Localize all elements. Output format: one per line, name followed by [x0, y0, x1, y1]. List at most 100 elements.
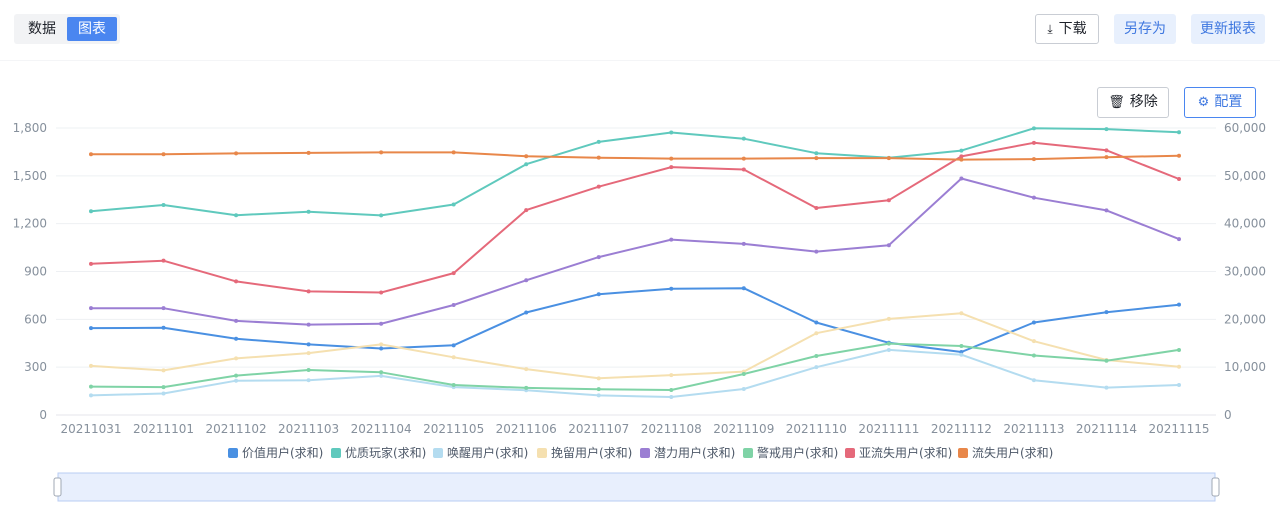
data-point[interactable] [669, 156, 674, 161]
data-point[interactable] [161, 391, 166, 396]
data-point[interactable] [306, 289, 311, 294]
data-point[interactable] [234, 378, 239, 383]
legend-label[interactable]: 流失用户(求和) [972, 445, 1053, 460]
data-point[interactable] [959, 311, 964, 316]
data-point[interactable] [1177, 237, 1181, 242]
data-point[interactable] [596, 393, 601, 398]
data-point[interactable] [379, 213, 384, 218]
data-point[interactable] [306, 322, 311, 327]
data-point[interactable] [814, 365, 819, 370]
data-point[interactable] [234, 213, 239, 218]
data-point[interactable] [741, 286, 746, 291]
data-point[interactable] [1031, 339, 1036, 344]
data-point[interactable] [959, 157, 964, 162]
data-point[interactable] [1177, 364, 1181, 369]
tab-chart[interactable]: 图表 [67, 17, 117, 41]
save-as-button[interactable]: 另存为 [1114, 14, 1176, 44]
data-point[interactable] [306, 378, 311, 383]
data-point[interactable] [814, 320, 819, 325]
data-point[interactable] [379, 370, 384, 375]
legend-swatch[interactable] [640, 448, 650, 458]
data-point[interactable] [451, 343, 456, 348]
data-point[interactable] [161, 306, 166, 311]
data-point[interactable] [524, 162, 529, 167]
data-point[interactable] [814, 156, 819, 161]
data-point[interactable] [814, 206, 819, 211]
tab-data[interactable]: 数据 [28, 21, 56, 37]
config-button[interactable]: ⚙ 配置 [1184, 87, 1256, 118]
data-point[interactable] [234, 356, 239, 361]
data-point[interactable] [1177, 130, 1181, 135]
data-point[interactable] [89, 152, 93, 157]
zoom-slider-track[interactable] [57, 472, 1216, 502]
data-point[interactable] [814, 151, 819, 156]
data-point[interactable] [669, 373, 674, 378]
data-point[interactable] [234, 373, 239, 378]
data-point[interactable] [451, 150, 456, 155]
data-point[interactable] [1031, 157, 1036, 162]
data-point[interactable] [959, 176, 964, 181]
legend-swatch[interactable] [845, 448, 855, 458]
data-point[interactable] [1177, 347, 1181, 352]
data-point[interactable] [379, 373, 384, 378]
data-point[interactable] [741, 372, 746, 377]
data-point[interactable] [886, 198, 891, 203]
data-point[interactable] [234, 151, 239, 156]
data-point[interactable] [669, 387, 674, 392]
legend-label[interactable]: 亚流失用户(求和) [859, 445, 952, 460]
data-point[interactable] [306, 150, 311, 155]
data-point[interactable] [306, 209, 311, 214]
data-point[interactable] [306, 368, 311, 373]
data-point[interactable] [1031, 126, 1036, 131]
data-point[interactable] [161, 258, 166, 263]
data-point[interactable] [1104, 208, 1109, 213]
legend-swatch[interactable] [331, 448, 341, 458]
legend-label[interactable]: 潜力用户(求和) [654, 445, 735, 460]
data-point[interactable] [451, 383, 456, 388]
data-point[interactable] [379, 290, 384, 295]
legend-label[interactable]: 唤醒用户(求和) [447, 445, 528, 460]
data-point[interactable] [379, 321, 384, 326]
data-point[interactable] [1031, 320, 1036, 325]
data-point[interactable] [1177, 177, 1181, 182]
data-point[interactable] [306, 351, 311, 356]
data-point[interactable] [161, 203, 166, 208]
data-point[interactable] [379, 346, 384, 351]
data-point[interactable] [669, 237, 674, 242]
data-point[interactable] [886, 316, 891, 321]
data-point[interactable] [741, 156, 746, 161]
data-point[interactable] [1177, 153, 1181, 158]
data-point[interactable] [524, 154, 529, 159]
data-point[interactable] [1104, 127, 1109, 132]
data-point[interactable] [89, 363, 93, 368]
data-point[interactable] [1031, 378, 1036, 383]
legend-swatch[interactable] [958, 448, 968, 458]
data-point[interactable] [886, 156, 891, 161]
legend-swatch[interactable] [433, 448, 443, 458]
data-point[interactable] [89, 306, 93, 311]
data-point[interactable] [596, 376, 601, 381]
legend-label[interactable]: 优质玩家(求和) [345, 445, 426, 460]
data-point[interactable] [669, 286, 674, 291]
data-point[interactable] [741, 387, 746, 392]
data-point[interactable] [451, 271, 456, 276]
data-point[interactable] [524, 278, 529, 283]
data-point[interactable] [89, 326, 93, 331]
data-point[interactable] [161, 385, 166, 390]
data-point[interactable] [814, 249, 819, 254]
data-point[interactable] [234, 336, 239, 341]
data-point[interactable] [814, 331, 819, 336]
data-point[interactable] [886, 341, 891, 346]
data-point[interactable] [596, 387, 601, 392]
data-point[interactable] [741, 167, 746, 172]
legend-swatch[interactable] [228, 448, 238, 458]
legend-label[interactable]: 挽留用户(求和) [551, 445, 632, 460]
data-point[interactable] [1104, 385, 1109, 390]
data-point[interactable] [89, 393, 93, 398]
data-point[interactable] [1031, 140, 1036, 145]
data-point[interactable] [886, 347, 891, 352]
data-point[interactable] [161, 325, 166, 330]
data-point[interactable] [161, 368, 166, 373]
legend-swatch[interactable] [537, 448, 547, 458]
data-point[interactable] [596, 155, 601, 160]
